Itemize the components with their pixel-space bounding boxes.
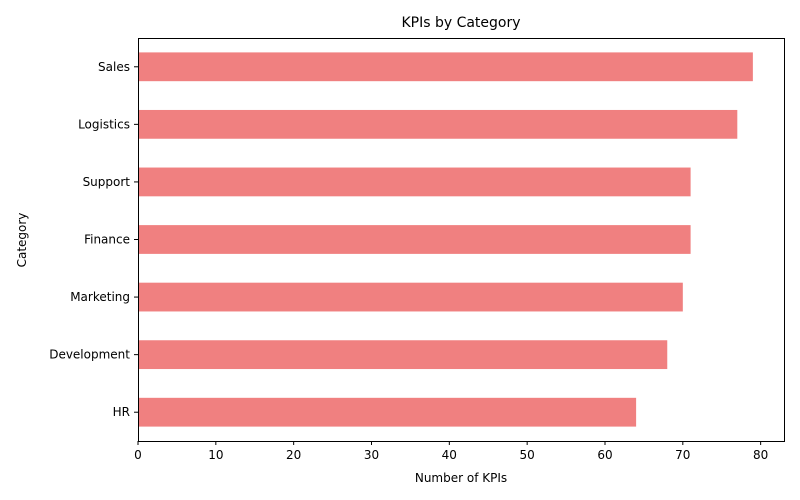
bar-finance <box>138 225 691 254</box>
bar-marketing <box>138 282 683 312</box>
bar-support <box>138 167 691 197</box>
x-axis-label: Number of KPIs <box>415 471 507 485</box>
x-tick-label-20: 20 <box>286 448 301 462</box>
y-axis-ticks: HR Development Marketing Finance Support Logi… <box>49 60 138 419</box>
y-tick-label-finance: Finance <box>84 233 130 247</box>
bar-hr <box>138 397 637 427</box>
y-tick-label-support: Support <box>83 175 131 189</box>
x-tick-label-10: 10 <box>208 448 223 462</box>
y-tick-label-logistics: Logistics <box>78 117 130 131</box>
bar-sales <box>138 52 753 82</box>
x-tick-label-70: 70 <box>675 448 690 462</box>
bar-logistics <box>138 109 738 139</box>
x-tick-label-60: 60 <box>597 448 612 462</box>
x-tick-label-0: 0 <box>134 448 142 462</box>
x-tick-label-40: 40 <box>442 448 457 462</box>
plot-frame <box>138 38 785 442</box>
x-tick-label-30: 30 <box>364 448 379 462</box>
x-axis-ticks: 0 10 20 30 40 50 60 70 80 <box>134 441 768 462</box>
x-tick-label-50: 50 <box>520 448 535 462</box>
y-axis-label: Category <box>15 213 29 268</box>
chart-title: KPIs by Category <box>401 15 520 31</box>
y-tick-label-sales: Sales <box>98 60 130 74</box>
y-tick-label-marketing: Marketing <box>70 290 130 304</box>
bar-development <box>138 340 668 370</box>
x-tick-label-80: 80 <box>753 448 768 462</box>
y-tick-label-hr: HR <box>113 405 130 419</box>
y-tick-label-development: Development <box>49 348 130 362</box>
bars-group <box>138 52 753 427</box>
